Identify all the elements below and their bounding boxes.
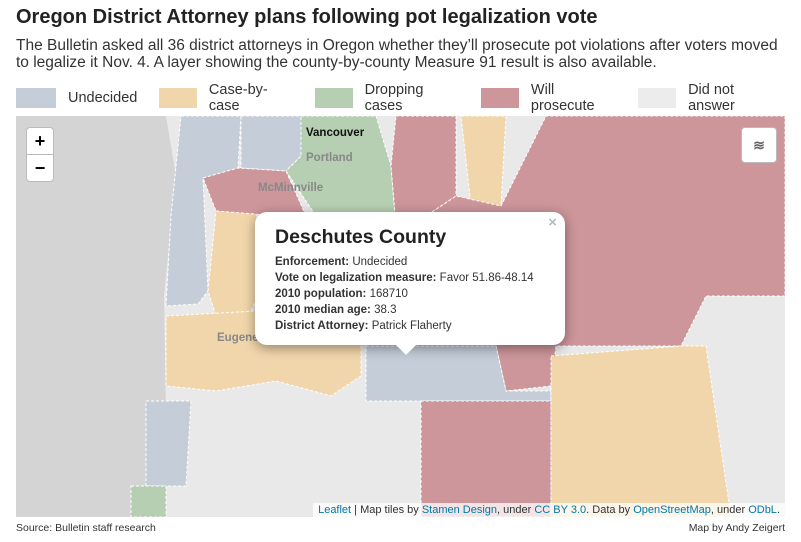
zoom-in[interactable]: +: [26, 127, 54, 155]
legend-label: Will prosecute: [530, 82, 595, 114]
field-label: 2010 population:: [275, 288, 367, 300]
legend-swatch: [638, 88, 677, 108]
popup-close[interactable]: ×: [548, 214, 557, 231]
subtitle: The Bulletin asked all 36 district attor…: [16, 37, 778, 71]
field-value: 38.3: [374, 304, 397, 316]
legend-swatch: [159, 88, 197, 108]
attribution-text: , under: [710, 504, 749, 516]
legend-item: Undecided: [16, 82, 137, 114]
legend-swatch: [314, 88, 353, 108]
popup-tip: [395, 344, 417, 355]
field-value: Favor 51.86-48.14: [439, 272, 534, 284]
county: [130, 485, 167, 517]
field-value: 168710: [369, 288, 408, 300]
popup-title: Deschutes County: [275, 226, 447, 248]
credit: Map by Andy Zeigert: [688, 522, 785, 534]
legend-label: Undecided: [68, 90, 138, 106]
attribution-link[interactable]: OpenStreetMap: [633, 504, 711, 516]
place-label: McMinnville: [258, 182, 324, 194]
title: Oregon District Attorney plans following…: [16, 6, 598, 28]
field-label: 2010 median age:: [275, 304, 371, 316]
attribution-link[interactable]: Stamen Design: [421, 504, 498, 516]
popup-fields: Enforcement: Undecided Vote on legalizati…: [275, 254, 534, 334]
legend-item: Dropping cases: [314, 82, 459, 114]
field-label: District Attorney:: [275, 320, 369, 332]
attribution-text: .: [776, 504, 780, 516]
county: [550, 345, 732, 517]
legend-item: Will prosecute: [481, 82, 616, 114]
attribution-text: . Data by: [586, 504, 634, 516]
legend-label: Dropping cases: [364, 82, 424, 114]
popup-field: 2010 population: 168710: [275, 286, 534, 302]
attribution: Leaflet | Map tiles by Stamen Design, un…: [313, 503, 785, 517]
map[interactable]: + − ≋ Vancouver Portland McMinnville Eug…: [16, 116, 785, 517]
source: Source: Bulletin staff research: [16, 522, 156, 534]
attribution-link[interactable]: ODbL: [748, 504, 777, 516]
place-label: Eugene: [217, 332, 259, 344]
county: [390, 116, 457, 227]
field-label: Vote on legalization measure:: [275, 272, 437, 284]
popup-field: Vote on legalization measure: Favor 51.8…: [275, 270, 534, 286]
popup-field: District Attorney: Patrick Flaherty: [275, 318, 534, 334]
field-value: Patrick Flaherty: [371, 320, 452, 332]
place-label: Portland: [306, 152, 353, 164]
attribution-text: , under: [497, 504, 535, 516]
legend-item: Case-by-case: [159, 82, 293, 114]
layers-button[interactable]: ≋: [741, 127, 777, 163]
attribution-link[interactable]: CC BY 3.0: [534, 504, 587, 516]
zoom-out[interactable]: −: [26, 154, 54, 182]
field-label: Enforcement:: [275, 256, 350, 268]
place-label: Vancouver: [306, 127, 365, 139]
county: [420, 400, 552, 517]
legend-item: Did not answer: [638, 82, 779, 114]
legend-swatch: [16, 88, 56, 108]
legend: Undecided Case-by-case Dropping cases Will …: [16, 82, 801, 114]
popup: Deschutes County × Enforcement: Undecide…: [255, 212, 565, 355]
county: [202, 167, 307, 217]
field-value: Undecided: [352, 256, 408, 268]
legend-label: Did not answer: [688, 82, 735, 114]
attribution-link[interactable]: Leaflet: [318, 504, 352, 516]
popup-field: 2010 median age: 38.3: [275, 302, 534, 318]
popup-field: Enforcement: Undecided: [275, 254, 534, 270]
county: [145, 400, 192, 487]
attribution-text: | Map tiles by: [351, 504, 422, 516]
legend-label: Case-by-case: [208, 82, 268, 114]
legend-swatch: [481, 88, 519, 108]
